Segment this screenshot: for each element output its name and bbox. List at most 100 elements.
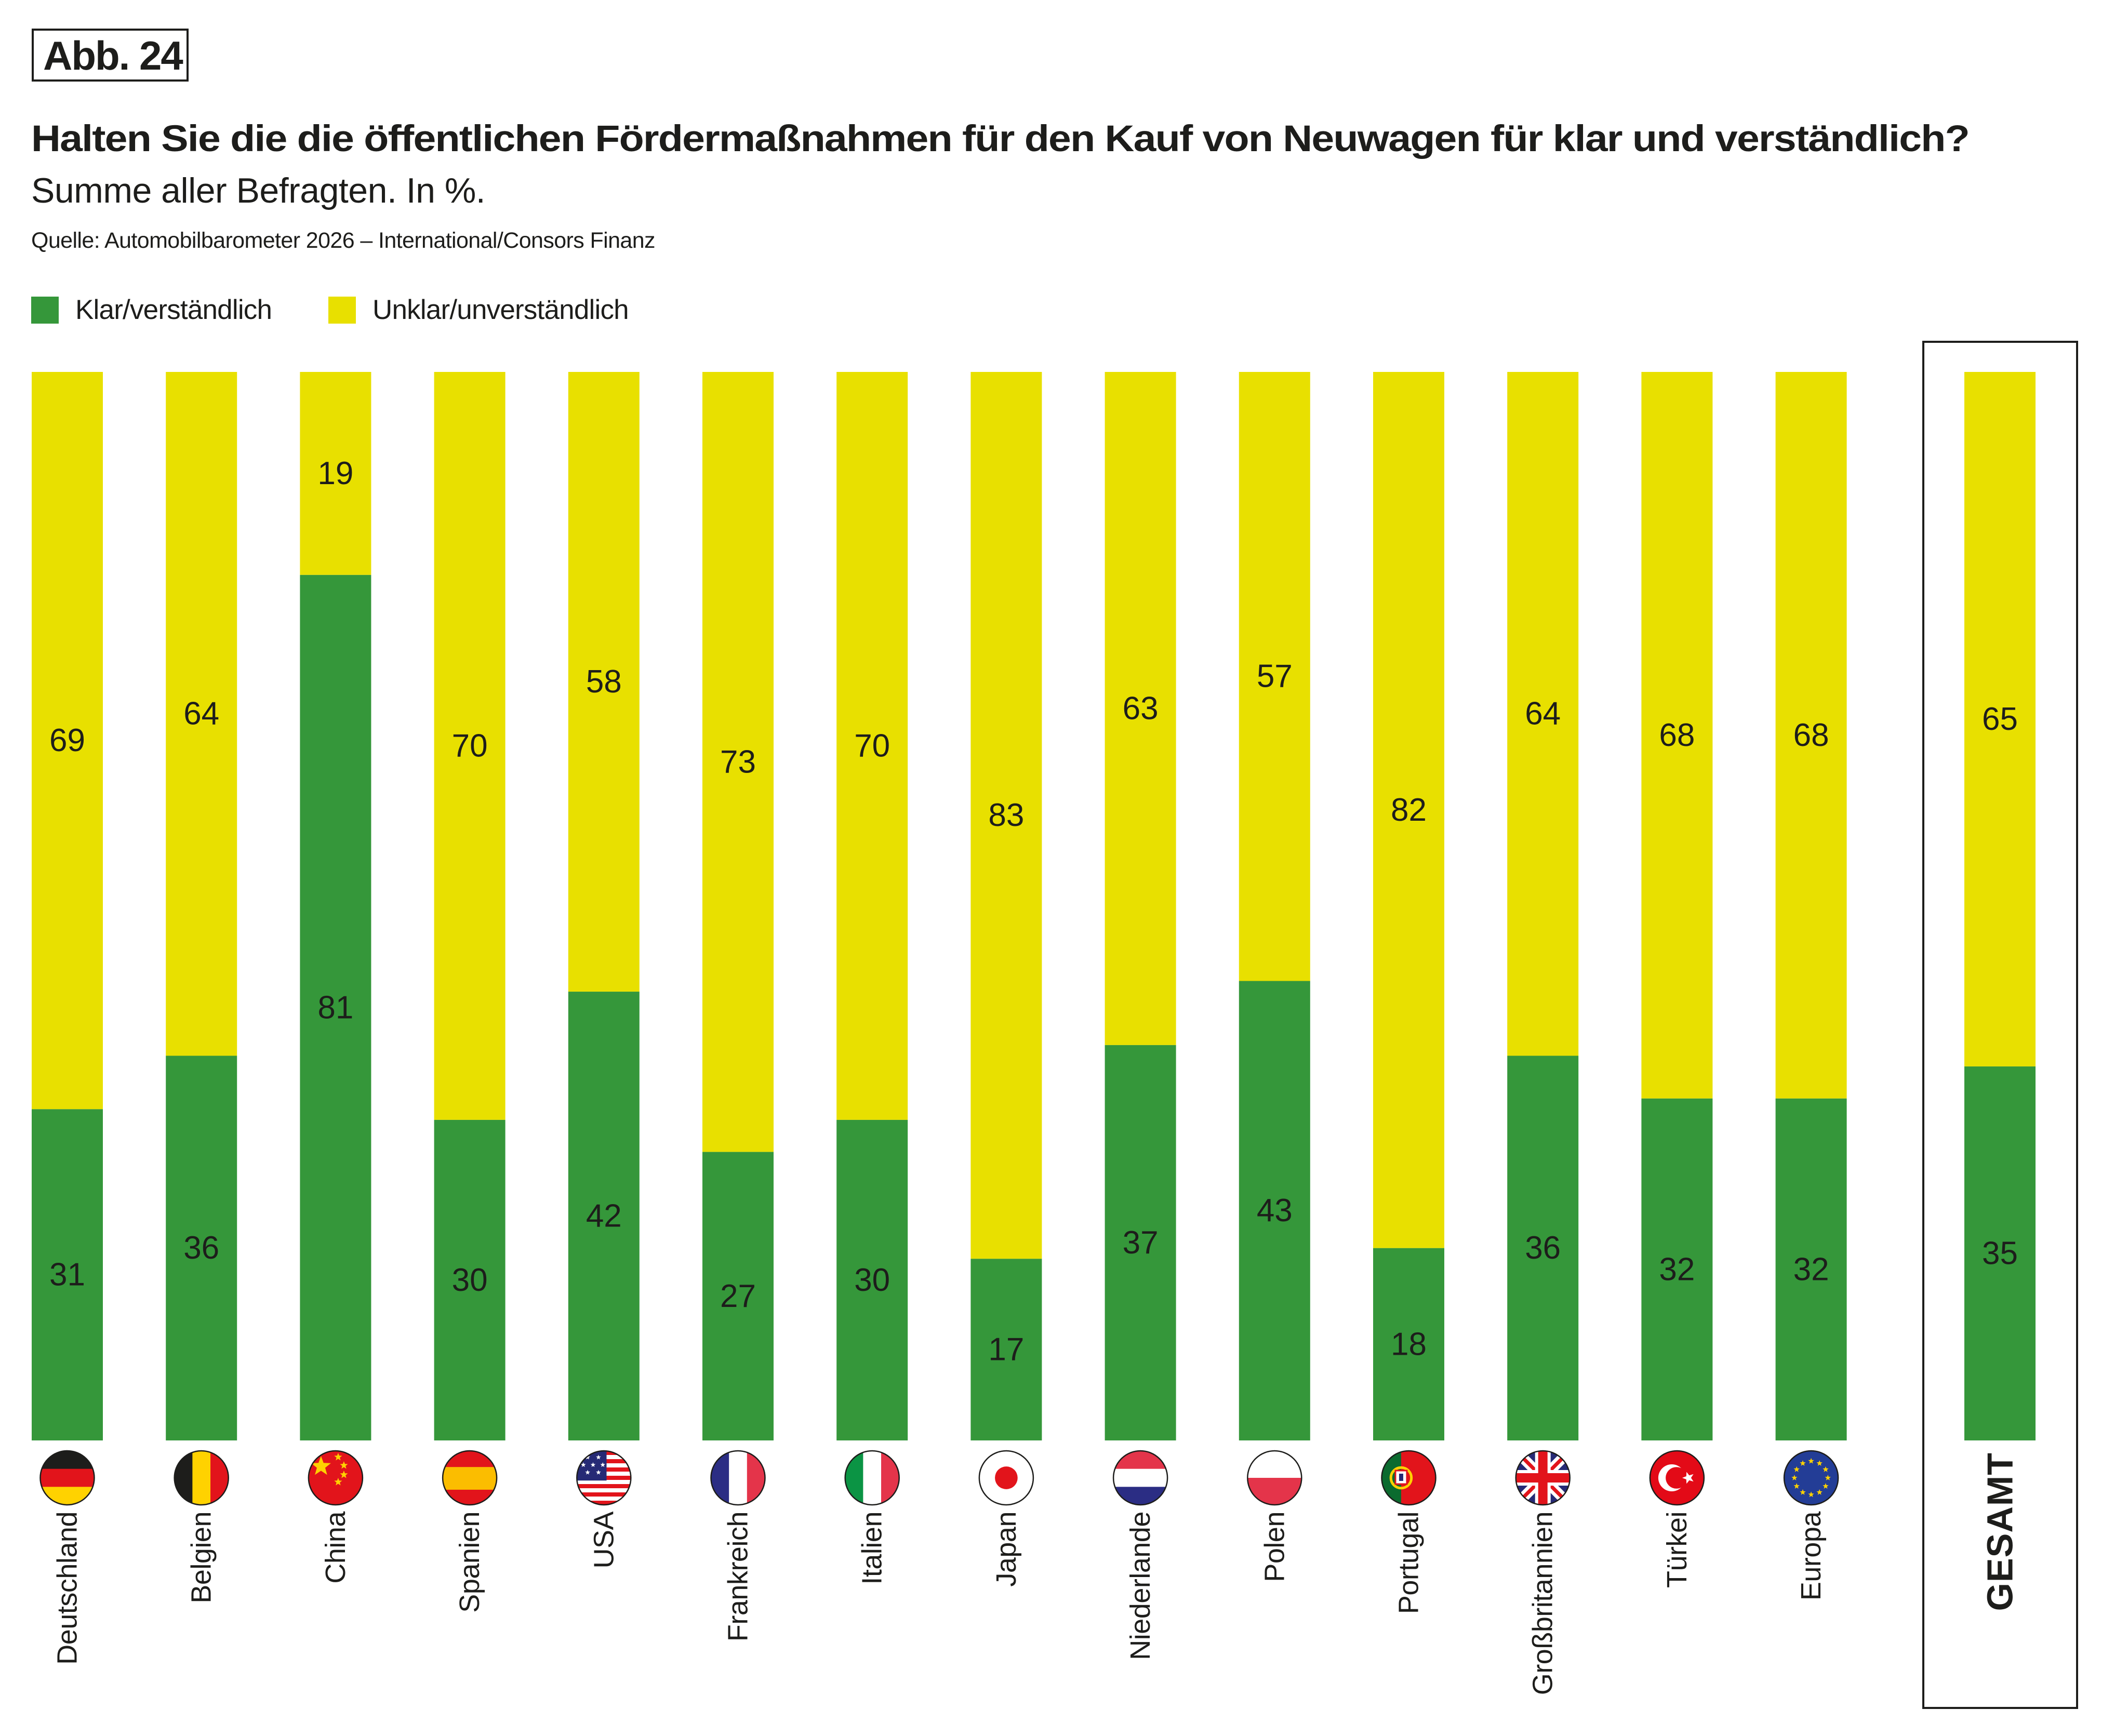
category-label-italien: Italien — [857, 1512, 888, 1585]
bar-clear-belgien — [166, 1056, 237, 1440]
value-label-unclear-usa: 58 — [586, 664, 622, 700]
value-label-clear-niederlande: 37 — [1123, 1225, 1159, 1261]
value-label-clear-tuerkei: 32 — [1659, 1251, 1695, 1287]
bar-clear-tuerkei — [1641, 1098, 1713, 1440]
chart-source: Quelle: Automobilbarometer 2026 – Intern… — [31, 228, 656, 253]
bar-clear-deutschland — [32, 1109, 103, 1440]
bar-unclear-europa — [1775, 372, 1847, 1099]
portugal-flag-icon — [1381, 1450, 1437, 1506]
usa-flag-icon — [576, 1450, 632, 1506]
category-label-spanien: Spanien — [454, 1512, 485, 1613]
flags-layer — [39, 1450, 1839, 1506]
value-label-clear-frankreich: 27 — [720, 1278, 756, 1314]
france-flag-icon — [710, 1450, 766, 1506]
value-label-clear-grossbritannien: 36 — [1525, 1230, 1561, 1266]
bar-clear-grossbritannien — [1507, 1056, 1579, 1440]
bar-clear-italien — [836, 1119, 908, 1440]
value-label-unclear-niederlande: 63 — [1123, 690, 1159, 726]
value-label-clear-italien: 30 — [854, 1262, 890, 1298]
category-label-niederlande: Niederlande — [1125, 1512, 1156, 1660]
value-label-clear-belgien: 36 — [183, 1230, 219, 1266]
legend-item-clear: Klar/verständlich — [31, 296, 272, 324]
value-label-clear-japan: 17 — [988, 1332, 1024, 1368]
bar-unclear-japan — [970, 372, 1042, 1259]
belgium-flag-icon — [174, 1450, 229, 1506]
value-label-unclear-deutschland: 69 — [49, 723, 85, 758]
category-label-grossbritannien: Großbritannien — [1527, 1512, 1559, 1695]
value-label-clear-usa: 42 — [586, 1198, 622, 1234]
chart-subtitle: Summe aller Befragten. In %. — [31, 171, 486, 210]
category-label-usa: USA — [588, 1512, 619, 1569]
eu-flag-icon — [1783, 1450, 1839, 1506]
value-label-clear-china: 81 — [317, 990, 353, 1025]
category-label-belgien: Belgien — [186, 1512, 217, 1604]
value-label-clear-spanien: 30 — [452, 1262, 488, 1298]
category-label-frankreich: Frankreich — [723, 1512, 754, 1641]
legend-item-unclear: Unklar/unverständlich — [328, 296, 629, 324]
category-label-tuerkei: Türkei — [1661, 1512, 1693, 1588]
bar-unclear-spanien — [434, 372, 506, 1120]
value-label-clear-portugal: 18 — [1391, 1326, 1427, 1362]
figure-badge: Abb. 24 — [32, 29, 189, 82]
value-label-clear-europa: 32 — [1793, 1251, 1829, 1287]
uk-flag-icon — [1515, 1450, 1571, 1506]
netherlands-flag-icon — [1112, 1450, 1168, 1506]
legend-label-unclear: Unklar/unverständlich — [373, 295, 629, 325]
italy-flag-icon — [844, 1450, 900, 1506]
bar-clear-niederlande — [1105, 1045, 1176, 1440]
bar-unclear-grossbritannien — [1507, 372, 1579, 1056]
bar-clear-polen — [1239, 981, 1310, 1440]
bar-clear-japan — [970, 1259, 1042, 1440]
bar-unclear-usa — [568, 372, 640, 992]
category-label-deutschland: Deutschland — [52, 1512, 83, 1665]
value-label-unclear-tuerkei: 68 — [1659, 717, 1695, 753]
poland-flag-icon — [1247, 1450, 1302, 1506]
value-label-unclear-china: 19 — [317, 456, 353, 491]
value-label-unclear-frankreich: 73 — [720, 744, 756, 780]
value-label-clear-deutschland: 31 — [49, 1257, 85, 1293]
china-flag-icon — [308, 1450, 364, 1506]
bar-unclear-portugal — [1373, 372, 1444, 1248]
legend-label-clear: Klar/verständlich — [75, 295, 272, 325]
value-label-unclear-europa: 68 — [1793, 717, 1829, 753]
value-label-unclear-polen: 57 — [1257, 659, 1293, 695]
bar-unclear-belgien — [166, 372, 237, 1056]
japan-flag-icon — [978, 1450, 1034, 1506]
spain-flag-icon — [442, 1450, 498, 1506]
bar-unclear-niederlande — [1105, 372, 1176, 1045]
turkey-flag-icon — [1649, 1450, 1705, 1506]
bar-clear-china — [300, 575, 371, 1440]
legend-swatch-clear — [31, 297, 59, 324]
value-label-unclear-italien: 70 — [854, 728, 890, 764]
bar-clear-spanien — [434, 1119, 506, 1440]
bar-clear-gesamt — [1964, 1066, 2036, 1440]
value-label-unclear-grossbritannien: 64 — [1525, 696, 1561, 732]
value-label-clear-gesamt: 35 — [1982, 1236, 2018, 1272]
bar-unclear-tuerkei — [1641, 372, 1713, 1099]
legend-swatch-unclear — [328, 297, 356, 324]
bar-unclear-deutschland — [32, 372, 103, 1110]
bar-unclear-polen — [1239, 372, 1310, 981]
category-label-china: China — [320, 1511, 351, 1584]
category-label-japan: Japan — [991, 1512, 1022, 1587]
category-label-portugal: Portugal — [1393, 1512, 1425, 1614]
category-label-gesamt: GESAMT — [1980, 1452, 2020, 1611]
bar-clear-portugal — [1373, 1248, 1444, 1440]
bar-unclear-gesamt — [1964, 372, 2036, 1067]
value-label-unclear-japan: 83 — [988, 797, 1024, 833]
bar-unclear-china — [300, 372, 371, 575]
germany-flag-icon — [39, 1450, 95, 1506]
bar-unclear-italien — [836, 372, 908, 1120]
value-label-unclear-gesamt: 65 — [1982, 701, 2018, 737]
value-label-unclear-spanien: 70 — [452, 728, 488, 764]
bar-clear-usa — [568, 992, 640, 1440]
bar-clear-europa — [1775, 1098, 1847, 1440]
value-labels-layer: 69 31 64 36 19 81 70 30 58 42 73 27 70 30 83 17 63 37 57 43… — [49, 456, 2018, 1368]
value-label-unclear-portugal: 82 — [1391, 792, 1427, 828]
category-label-europa: Europa — [1796, 1511, 1827, 1601]
category-labels-layer: Deutschland Belgien China Spanien USA Frankre… — [52, 1452, 2020, 1695]
total-highlight-box — [1922, 341, 2078, 1709]
value-label-unclear-belgien: 64 — [183, 696, 219, 732]
chart-title: Halten Sie die die öffentlichen Förderma… — [31, 118, 1970, 159]
